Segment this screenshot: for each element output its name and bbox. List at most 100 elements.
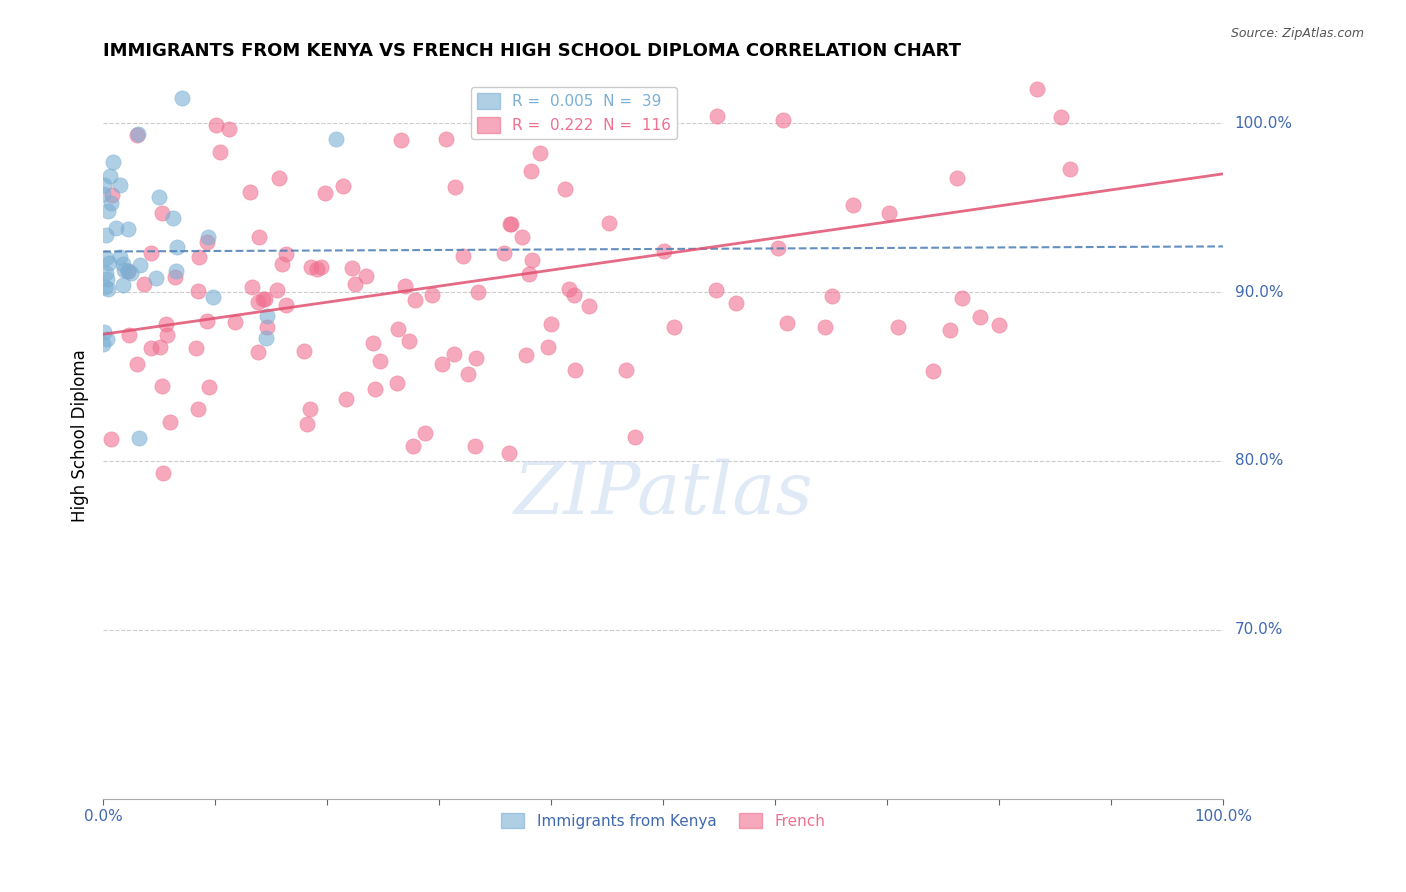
Point xyxy=(132,277,155,291)
Point xyxy=(385,376,408,391)
Point xyxy=(201,290,224,304)
Point xyxy=(96,332,118,346)
Point xyxy=(256,319,278,334)
Point xyxy=(239,185,262,199)
Point xyxy=(451,250,474,264)
Point xyxy=(165,269,187,284)
Point xyxy=(187,402,209,417)
Point xyxy=(368,354,391,368)
Point xyxy=(498,446,520,460)
Point xyxy=(208,145,231,159)
Point xyxy=(492,245,515,260)
Point xyxy=(187,250,209,264)
Point xyxy=(198,380,221,394)
Point xyxy=(252,293,274,307)
Point xyxy=(402,439,425,453)
Point xyxy=(766,241,789,255)
Point xyxy=(821,288,844,302)
Point xyxy=(436,132,458,146)
Point xyxy=(814,320,837,334)
Point xyxy=(269,170,291,185)
Point xyxy=(170,91,193,105)
Text: Source: ZipAtlas.com: Source: ZipAtlas.com xyxy=(1230,27,1364,40)
Point xyxy=(94,266,117,280)
Point xyxy=(522,253,544,268)
Point xyxy=(98,169,121,183)
Text: ZIPatlas: ZIPatlas xyxy=(513,458,813,529)
Point xyxy=(364,382,387,396)
Point xyxy=(969,310,991,325)
Point xyxy=(457,367,479,381)
Point xyxy=(139,341,162,355)
Point xyxy=(93,178,115,193)
Point xyxy=(394,279,416,293)
Point xyxy=(149,340,172,354)
Point xyxy=(93,325,115,339)
Point xyxy=(141,245,163,260)
Point xyxy=(127,128,149,142)
Point xyxy=(96,272,118,286)
Point xyxy=(218,122,240,136)
Point xyxy=(299,401,322,416)
Point xyxy=(554,182,576,196)
Point xyxy=(104,221,127,235)
Point xyxy=(624,430,647,444)
Point xyxy=(464,351,486,366)
Point xyxy=(520,164,543,178)
Point xyxy=(274,298,297,312)
Point xyxy=(706,109,728,123)
Point xyxy=(598,216,620,230)
Point xyxy=(155,318,177,332)
Point xyxy=(270,257,292,271)
Point xyxy=(117,264,139,278)
Point xyxy=(314,186,336,200)
Point xyxy=(1059,162,1081,177)
Text: 100.0%: 100.0% xyxy=(1234,116,1292,130)
Point xyxy=(922,364,945,378)
Text: 90.0%: 90.0% xyxy=(1234,285,1284,300)
Point xyxy=(150,206,173,220)
Point xyxy=(340,261,363,276)
Point xyxy=(725,296,748,310)
Point xyxy=(274,247,297,261)
Point xyxy=(540,317,562,331)
Point xyxy=(387,321,409,335)
Point xyxy=(515,348,537,362)
Legend: Immigrants from Kenya, French: Immigrants from Kenya, French xyxy=(495,806,831,835)
Point xyxy=(297,417,319,432)
Point xyxy=(254,331,277,345)
Point xyxy=(499,218,522,232)
Point xyxy=(537,340,560,354)
Point xyxy=(946,171,969,186)
Point xyxy=(247,344,270,359)
Point xyxy=(389,133,412,147)
Point xyxy=(517,267,540,281)
Point xyxy=(247,230,270,244)
Point xyxy=(97,282,120,296)
Point xyxy=(432,357,454,371)
Point xyxy=(187,284,209,298)
Point xyxy=(150,378,173,392)
Point xyxy=(652,244,675,259)
Point xyxy=(94,252,117,266)
Point xyxy=(776,316,799,330)
Point xyxy=(152,467,174,481)
Point xyxy=(529,146,551,161)
Point xyxy=(772,112,794,127)
Point xyxy=(343,277,366,291)
Point xyxy=(987,318,1010,332)
Point xyxy=(1026,82,1049,96)
Point xyxy=(125,357,148,371)
Point xyxy=(292,343,315,358)
Point xyxy=(842,198,865,212)
Point xyxy=(97,255,120,269)
Point xyxy=(266,283,288,297)
Y-axis label: High School Diploma: High School Diploma xyxy=(72,350,89,522)
Point xyxy=(108,250,131,264)
Point xyxy=(309,260,332,275)
Point xyxy=(1050,110,1073,124)
Point xyxy=(204,118,226,132)
Point xyxy=(499,217,522,231)
Point xyxy=(256,309,278,323)
Point xyxy=(356,269,378,284)
